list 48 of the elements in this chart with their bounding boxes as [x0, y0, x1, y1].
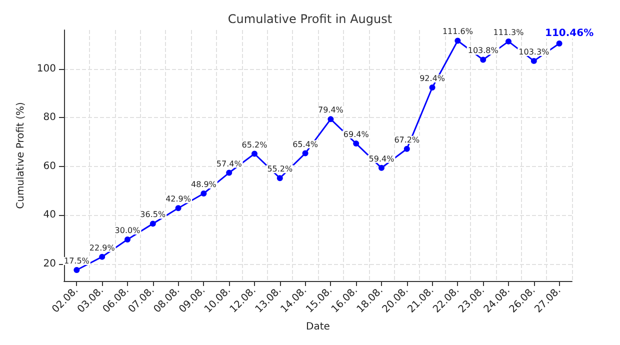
data-label: 22.9% [89, 243, 116, 252]
point [480, 56, 486, 63]
data-label: 111.3% [493, 28, 524, 37]
point [454, 38, 461, 44]
data-label: 57.4% [216, 159, 242, 168]
point [226, 170, 232, 176]
data-label: 67.2% [394, 135, 420, 144]
point [378, 164, 384, 171]
data-label: 79.4% [318, 106, 344, 115]
data-label: 103.3% [518, 47, 550, 56]
point [124, 236, 130, 243]
point [506, 38, 512, 44]
data-label: 59.4% [368, 154, 395, 164]
data-label: 17.5% [64, 256, 90, 266]
data-label: 65.4% [292, 140, 318, 149]
y-tick-label: 40 [43, 210, 56, 221]
point [252, 150, 258, 157]
point [530, 58, 537, 64]
point [175, 205, 182, 212]
data-label: 111.6% [442, 27, 474, 36]
data-label: 110.46% [544, 28, 594, 39]
point [328, 116, 334, 122]
data-label: 36.5% [140, 210, 166, 220]
data-label: 42.9% [166, 194, 192, 204]
x-axis-title: Date [306, 322, 330, 332]
data-label: 103.8% [468, 46, 499, 56]
point [353, 140, 360, 147]
y-tick-label: 80 [43, 112, 56, 124]
point [99, 254, 106, 260]
data-label: 48.9% [190, 180, 217, 189]
data-label: 30.0% [114, 226, 141, 236]
y-tick-label: 60 [43, 160, 56, 172]
point [200, 190, 207, 196]
point [150, 220, 156, 227]
data-label: 92.4% [420, 74, 446, 83]
data-label: 65.2% [242, 140, 268, 150]
point [276, 175, 283, 182]
point [404, 146, 410, 152]
data-label: 69.4% [343, 130, 370, 140]
y-tick-label: 20 [43, 258, 56, 270]
y-tick-label: 100 [36, 63, 56, 74]
point [74, 266, 80, 273]
point [556, 40, 562, 46]
point [429, 84, 436, 90]
point [302, 150, 308, 156]
chart-title: Cumulative Profit in August [228, 12, 392, 26]
y-axis-title: Cumulative Profit (%) [16, 102, 26, 209]
data-label: 55.2% [267, 164, 293, 174]
